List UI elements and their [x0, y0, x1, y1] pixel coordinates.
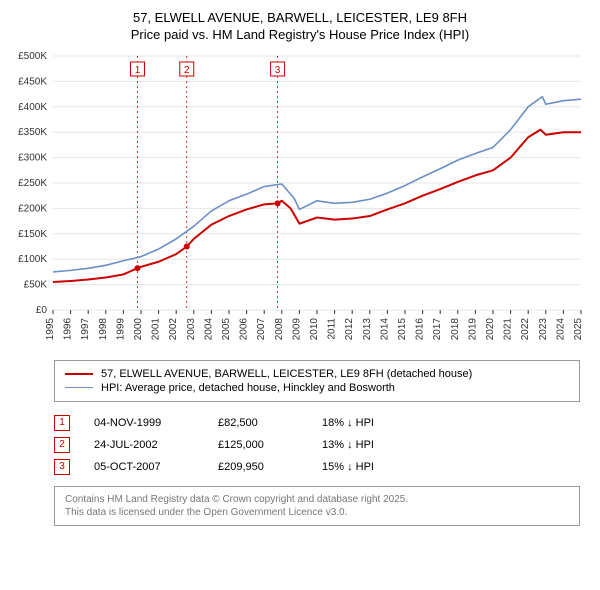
svg-text:£350K: £350K — [18, 127, 47, 138]
attribution: Contains HM Land Registry data © Crown c… — [54, 486, 580, 526]
sale-event-row: 1 04-NOV-1999 £82,500 18% ↓ HPI — [54, 412, 580, 434]
event-price: £209,950 — [218, 461, 298, 473]
svg-text:1996: 1996 — [63, 317, 74, 340]
event-price: £82,500 — [218, 417, 298, 429]
svg-text:£300K: £300K — [18, 152, 47, 163]
svg-text:2004: 2004 — [203, 317, 214, 340]
event-number-badge: 1 — [54, 415, 70, 431]
legend-label: 57, ELWELL AVENUE, BARWELL, LEICESTER, L… — [101, 368, 472, 380]
event-number-badge: 3 — [54, 459, 70, 475]
svg-text:2022: 2022 — [520, 317, 531, 340]
svg-text:2: 2 — [184, 65, 190, 76]
legend-item: 57, ELWELL AVENUE, BARWELL, LEICESTER, L… — [65, 367, 569, 381]
svg-text:2013: 2013 — [362, 317, 373, 340]
chart-area: £0£50K£100K£150K£200K£250K£300K£350K£400… — [54, 52, 582, 352]
svg-text:£250K: £250K — [18, 178, 47, 189]
svg-text:2011: 2011 — [327, 317, 338, 339]
svg-text:2010: 2010 — [309, 317, 320, 340]
svg-text:2023: 2023 — [538, 317, 549, 340]
svg-text:3: 3 — [275, 65, 281, 76]
svg-text:2017: 2017 — [432, 317, 443, 340]
svg-text:£400K: £400K — [18, 102, 47, 113]
event-hpi-diff: 13% ↓ HPI — [322, 439, 374, 451]
svg-text:1997: 1997 — [80, 317, 91, 340]
svg-text:£100K: £100K — [18, 254, 47, 265]
svg-text:£500K: £500K — [18, 51, 47, 62]
svg-text:2007: 2007 — [256, 317, 267, 340]
svg-text:2019: 2019 — [467, 317, 478, 340]
svg-text:2018: 2018 — [450, 317, 461, 340]
svg-text:2003: 2003 — [186, 317, 197, 340]
legend-label: HPI: Average price, detached house, Hinc… — [101, 382, 395, 394]
title-subtitle: Price paid vs. HM Land Registry's House … — [10, 27, 590, 44]
svg-text:2016: 2016 — [415, 317, 426, 340]
price-chart: £0£50K£100K£150K£200K£250K£300K£350K£400… — [53, 52, 581, 352]
legend: 57, ELWELL AVENUE, BARWELL, LEICESTER, L… — [54, 360, 580, 402]
footnote-line1: Contains HM Land Registry data © Crown c… — [65, 493, 569, 506]
event-date: 04-NOV-1999 — [94, 417, 194, 429]
svg-text:2001: 2001 — [151, 317, 162, 340]
svg-text:2008: 2008 — [274, 317, 285, 340]
svg-text:2014: 2014 — [379, 317, 390, 340]
legend-swatch — [65, 373, 93, 375]
legend-swatch — [65, 387, 93, 388]
svg-text:1998: 1998 — [98, 317, 109, 340]
sale-event-row: 3 05-OCT-2007 £209,950 15% ↓ HPI — [54, 456, 580, 478]
event-hpi-diff: 18% ↓ HPI — [322, 417, 374, 429]
svg-text:1999: 1999 — [115, 317, 126, 340]
svg-text:£200K: £200K — [18, 203, 47, 214]
svg-text:2006: 2006 — [239, 317, 250, 340]
footnote-line2: This data is licensed under the Open Gov… — [65, 506, 569, 519]
svg-text:2025: 2025 — [573, 317, 584, 340]
sale-events: 1 04-NOV-1999 £82,500 18% ↓ HPI 2 24-JUL-2002… — [54, 412, 580, 478]
event-price: £125,000 — [218, 439, 298, 451]
svg-text:2000: 2000 — [133, 317, 144, 340]
event-date: 05-OCT-2007 — [94, 461, 194, 473]
svg-text:2002: 2002 — [168, 317, 179, 340]
legend-item: HPI: Average price, detached house, Hinc… — [65, 381, 569, 395]
event-number-badge: 2 — [54, 437, 70, 453]
svg-text:£150K: £150K — [18, 229, 47, 240]
svg-text:£0: £0 — [36, 305, 48, 316]
event-date: 24-JUL-2002 — [94, 439, 194, 451]
chart-title: 57, ELWELL AVENUE, BARWELL, LEICESTER, L… — [10, 10, 590, 44]
svg-text:2021: 2021 — [503, 317, 514, 340]
svg-text:2020: 2020 — [485, 317, 496, 340]
title-address: 57, ELWELL AVENUE, BARWELL, LEICESTER, L… — [10, 10, 590, 27]
svg-text:2012: 2012 — [344, 317, 355, 340]
svg-text:1: 1 — [135, 65, 141, 76]
svg-text:2009: 2009 — [291, 317, 302, 340]
sale-event-row: 2 24-JUL-2002 £125,000 13% ↓ HPI — [54, 434, 580, 456]
svg-text:2015: 2015 — [397, 317, 408, 340]
svg-text:2005: 2005 — [221, 317, 232, 340]
svg-text:1995: 1995 — [45, 317, 56, 340]
svg-text:£50K: £50K — [24, 279, 48, 290]
svg-text:2024: 2024 — [555, 317, 566, 340]
event-hpi-diff: 15% ↓ HPI — [322, 461, 374, 473]
svg-text:£450K: £450K — [18, 76, 47, 87]
